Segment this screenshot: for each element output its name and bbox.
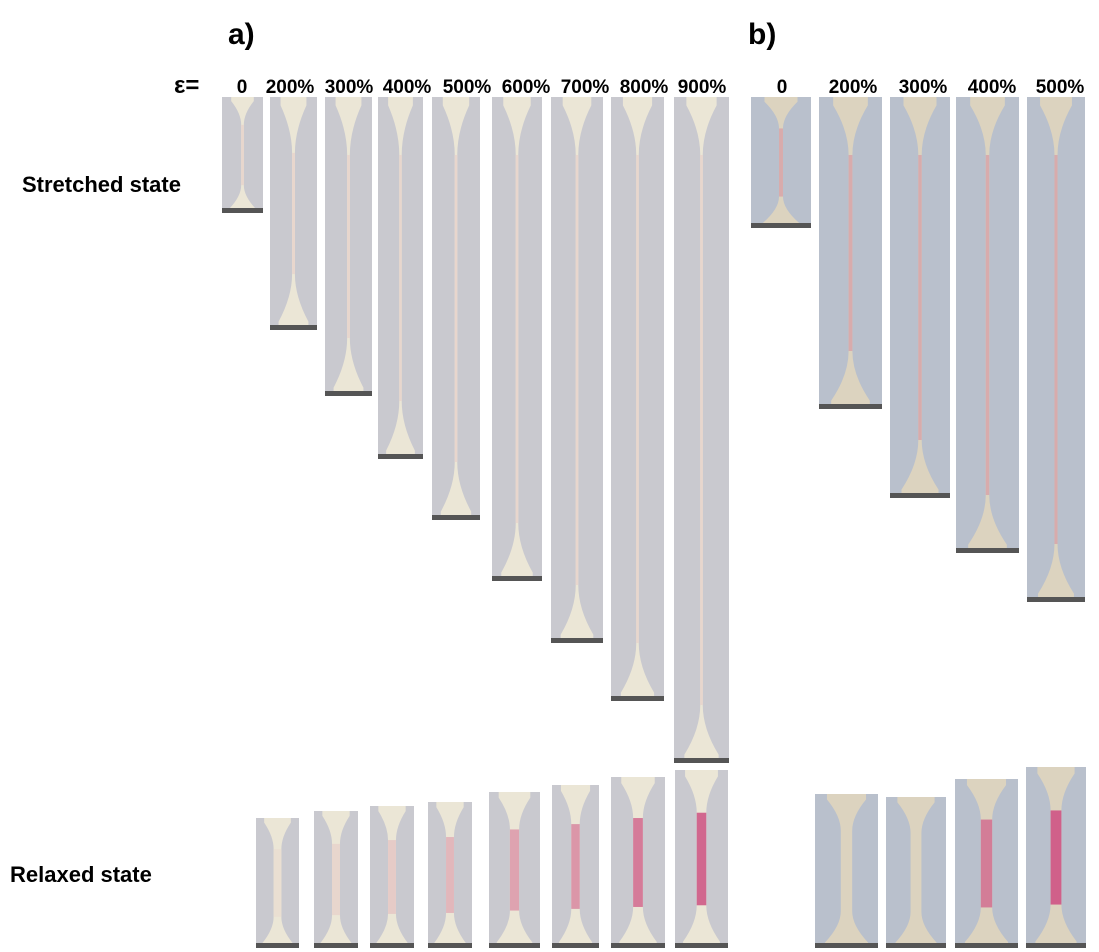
relaxed-specimen-photo-b-400-drawing <box>955 779 1018 948</box>
strain-label-a-800: 800% <box>619 77 669 98</box>
relaxed-specimen-photo-b-500 <box>1026 767 1086 948</box>
relaxed-specimen-photo-a-700-drawing <box>552 785 599 948</box>
relaxed-specimen-photo-a-300-drawing <box>314 811 358 948</box>
strain-label-a-200: 200% <box>265 77 315 98</box>
stretched-specimen-photo-a-500 <box>432 97 480 520</box>
strain-symbol: ε= <box>174 72 200 99</box>
stretched-specimen-photo-b-500-drawing <box>1027 97 1085 602</box>
stretched-specimen-photo-a-800-drawing <box>611 97 664 701</box>
stretched-specimen-photo-b-0 <box>751 97 811 228</box>
relaxed-specimen-photo-a-400-drawing <box>370 806 414 948</box>
relaxed-specimen-photo-a-400 <box>370 806 414 948</box>
relaxed-state-label: Relaxed state <box>10 862 152 887</box>
stretched-specimen-photo-a-900-drawing <box>674 97 729 763</box>
relaxed-specimen-photo-a-300 <box>314 811 358 948</box>
stretched-specimen-photo-b-300 <box>890 97 950 498</box>
stretched-specimen-photo-a-700 <box>551 97 603 643</box>
stretched-specimen-photo-a-700-drawing <box>551 97 603 643</box>
relaxed-specimen-photo-a-200 <box>256 818 299 948</box>
stretched-specimen-photo-a-600-drawing <box>492 97 542 581</box>
stretched-specimen-photo-a-200-drawing <box>270 97 317 330</box>
relaxed-specimen-photo-b-300-drawing <box>886 797 946 948</box>
relaxed-specimen-photo-a-800 <box>611 777 665 948</box>
relaxed-specimen-photo-a-900 <box>675 770 728 948</box>
stretched-specimen-photo-a-900 <box>674 97 729 763</box>
strain-label-a-400: 400% <box>382 77 432 98</box>
stretched-specimen-photo-a-400 <box>378 97 423 459</box>
strain-label-a-500: 500% <box>442 77 492 98</box>
strain-label-b-500: 500% <box>1035 77 1085 98</box>
stretched-specimen-photo-b-400 <box>956 97 1019 553</box>
stretched-specimen-photo-a-0-drawing <box>222 97 263 213</box>
stretched-specimen-photo-a-200 <box>270 97 317 330</box>
strain-label-a-700: 700% <box>560 77 610 98</box>
strain-label-b-0: 0 <box>776 77 788 98</box>
stretched-specimen-photo-a-600 <box>492 97 542 581</box>
relaxed-specimen-photo-a-600-drawing <box>489 792 540 948</box>
strain-label-b-300: 300% <box>898 77 948 98</box>
stretched-specimen-photo-a-500-drawing <box>432 97 480 520</box>
stretched-specimen-photo-a-400-drawing <box>378 97 423 459</box>
relaxed-specimen-photo-a-700 <box>552 785 599 948</box>
strain-label-a-900: 900% <box>677 77 727 98</box>
relaxed-specimen-photo-b-300 <box>886 797 946 948</box>
strain-label-b-200: 200% <box>828 77 878 98</box>
relaxed-specimen-photo-b-200 <box>815 794 878 948</box>
relaxed-specimen-photo-b-200-drawing <box>815 794 878 948</box>
relaxed-specimen-photo-b-500-drawing <box>1026 767 1086 948</box>
strain-label-a-300: 300% <box>324 77 374 98</box>
stretched-specimen-photo-a-0 <box>222 97 263 213</box>
stretched-specimen-photo-b-300-drawing <box>890 97 950 498</box>
stretched-specimen-photo-b-200-drawing <box>819 97 882 409</box>
relaxed-specimen-photo-a-900-drawing <box>675 770 728 948</box>
relaxed-specimen-photo-a-500-drawing <box>428 802 472 948</box>
relaxed-specimen-photo-a-600 <box>489 792 540 948</box>
relaxed-specimen-photo-a-500 <box>428 802 472 948</box>
stretched-state-label: Stretched state <box>22 172 181 197</box>
strain-label-a-0: 0 <box>236 77 248 98</box>
strain-label-a-600: 600% <box>501 77 551 98</box>
panel-b-label: b) <box>748 18 777 51</box>
relaxed-specimen-photo-a-800-drawing <box>611 777 665 948</box>
stretched-specimen-photo-a-800 <box>611 97 664 701</box>
panel-a-label: a) <box>228 18 255 51</box>
strain-label-b-400: 400% <box>967 77 1017 98</box>
relaxed-specimen-photo-a-200-drawing <box>256 818 299 948</box>
relaxed-specimen-photo-b-400 <box>955 779 1018 948</box>
stretched-specimen-photo-b-0-drawing <box>751 97 811 228</box>
stretched-specimen-photo-b-200 <box>819 97 882 409</box>
stretched-specimen-photo-b-400-drawing <box>956 97 1019 553</box>
stretched-specimen-photo-a-300-drawing <box>325 97 372 396</box>
stretched-specimen-photo-a-300 <box>325 97 372 396</box>
stretched-specimen-photo-b-500 <box>1027 97 1085 602</box>
